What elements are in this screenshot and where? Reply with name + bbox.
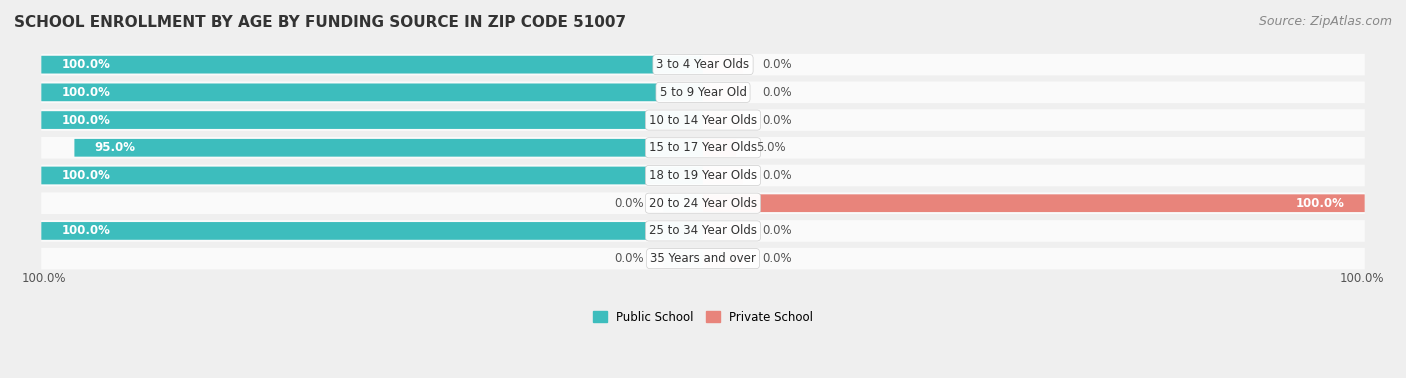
FancyBboxPatch shape xyxy=(41,82,1365,103)
Text: 0.0%: 0.0% xyxy=(762,225,792,237)
FancyBboxPatch shape xyxy=(41,220,1365,242)
Text: 0.0%: 0.0% xyxy=(762,252,792,265)
Text: 100.0%: 100.0% xyxy=(62,225,110,237)
Text: 100.0%: 100.0% xyxy=(21,272,66,285)
FancyBboxPatch shape xyxy=(664,194,703,212)
Text: 0.0%: 0.0% xyxy=(614,252,644,265)
Text: 100.0%: 100.0% xyxy=(62,86,110,99)
Text: 100.0%: 100.0% xyxy=(62,58,110,71)
FancyBboxPatch shape xyxy=(41,192,1365,214)
FancyBboxPatch shape xyxy=(41,165,1365,186)
FancyBboxPatch shape xyxy=(703,56,742,73)
FancyBboxPatch shape xyxy=(703,250,742,268)
Text: 18 to 19 Year Olds: 18 to 19 Year Olds xyxy=(650,169,756,182)
Text: 0.0%: 0.0% xyxy=(762,169,792,182)
FancyBboxPatch shape xyxy=(41,111,703,129)
FancyBboxPatch shape xyxy=(703,111,742,129)
Text: 0.0%: 0.0% xyxy=(762,58,792,71)
Legend: Public School, Private School: Public School, Private School xyxy=(588,306,818,328)
Text: 5.0%: 5.0% xyxy=(756,141,786,154)
Text: Source: ZipAtlas.com: Source: ZipAtlas.com xyxy=(1258,15,1392,28)
Text: 100.0%: 100.0% xyxy=(1296,197,1344,210)
FancyBboxPatch shape xyxy=(703,139,737,156)
Text: 25 to 34 Year Olds: 25 to 34 Year Olds xyxy=(650,225,756,237)
FancyBboxPatch shape xyxy=(41,56,703,73)
FancyBboxPatch shape xyxy=(703,167,742,184)
FancyBboxPatch shape xyxy=(703,222,742,240)
FancyBboxPatch shape xyxy=(41,137,1365,159)
FancyBboxPatch shape xyxy=(41,84,703,101)
Text: SCHOOL ENROLLMENT BY AGE BY FUNDING SOURCE IN ZIP CODE 51007: SCHOOL ENROLLMENT BY AGE BY FUNDING SOUR… xyxy=(14,15,626,30)
Text: 3 to 4 Year Olds: 3 to 4 Year Olds xyxy=(657,58,749,71)
Text: 95.0%: 95.0% xyxy=(94,141,135,154)
Text: 0.0%: 0.0% xyxy=(614,197,644,210)
FancyBboxPatch shape xyxy=(41,248,1365,270)
Text: 20 to 24 Year Olds: 20 to 24 Year Olds xyxy=(650,197,756,210)
Text: 100.0%: 100.0% xyxy=(62,113,110,127)
Text: 15 to 17 Year Olds: 15 to 17 Year Olds xyxy=(650,141,756,154)
Text: 0.0%: 0.0% xyxy=(762,86,792,99)
FancyBboxPatch shape xyxy=(703,84,742,101)
FancyBboxPatch shape xyxy=(41,222,703,240)
Text: 35 Years and over: 35 Years and over xyxy=(650,252,756,265)
Text: 10 to 14 Year Olds: 10 to 14 Year Olds xyxy=(650,113,756,127)
FancyBboxPatch shape xyxy=(41,167,703,184)
FancyBboxPatch shape xyxy=(75,139,703,156)
Text: 100.0%: 100.0% xyxy=(1340,272,1385,285)
Text: 0.0%: 0.0% xyxy=(762,113,792,127)
FancyBboxPatch shape xyxy=(664,250,703,268)
FancyBboxPatch shape xyxy=(41,54,1365,76)
Text: 5 to 9 Year Old: 5 to 9 Year Old xyxy=(659,86,747,99)
FancyBboxPatch shape xyxy=(41,109,1365,131)
FancyBboxPatch shape xyxy=(703,194,1365,212)
Text: 100.0%: 100.0% xyxy=(62,169,110,182)
